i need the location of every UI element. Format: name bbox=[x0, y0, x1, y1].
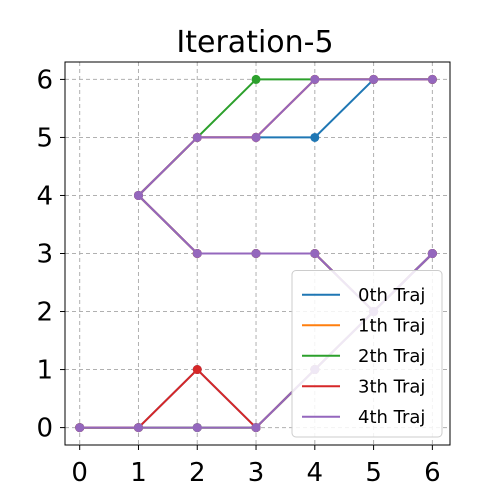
data-point bbox=[310, 74, 320, 84]
series-line bbox=[137, 78, 433, 197]
data-point bbox=[251, 249, 261, 258]
data-point bbox=[427, 249, 437, 258]
y-tick-label: 4 bbox=[36, 181, 53, 211]
x-tick-label: 5 bbox=[365, 458, 382, 488]
legend-label: 3th Traj bbox=[358, 376, 425, 397]
x-tick-label: 6 bbox=[424, 458, 441, 488]
y-tick-label: 6 bbox=[36, 65, 53, 95]
data-point bbox=[192, 365, 202, 375]
legend-label: 0th Traj bbox=[358, 285, 425, 306]
data-point bbox=[310, 249, 320, 258]
x-tick-label: 1 bbox=[130, 458, 147, 488]
data-point bbox=[251, 132, 261, 142]
axis-ticks: 0 1 2 3 4 5 6 0 1 2 3 4 5 6 bbox=[36, 65, 440, 488]
data-point bbox=[192, 249, 202, 258]
x-tick-label: 4 bbox=[307, 458, 324, 488]
data-point bbox=[251, 423, 261, 433]
y-tick-label: 0 bbox=[36, 414, 53, 444]
data-point bbox=[192, 423, 202, 433]
y-tick-label: 5 bbox=[36, 123, 53, 153]
y-tick-label: 3 bbox=[36, 240, 53, 270]
x-tick-label: 0 bbox=[71, 458, 88, 488]
data-point bbox=[192, 132, 202, 142]
data-point bbox=[251, 74, 261, 84]
data-point bbox=[133, 423, 143, 433]
data-point bbox=[427, 74, 437, 84]
data-point bbox=[75, 423, 85, 433]
legend-label: 2th Traj bbox=[358, 346, 425, 367]
legend-box bbox=[291, 270, 443, 438]
x-tick-label: 2 bbox=[189, 458, 206, 488]
chart-title: Iteration-5 bbox=[176, 25, 333, 60]
data-point bbox=[133, 190, 143, 200]
data-point bbox=[310, 132, 320, 142]
y-tick-label: 2 bbox=[36, 298, 53, 328]
legend-label: 1th Traj bbox=[358, 315, 425, 336]
x-tick-label: 3 bbox=[248, 458, 265, 488]
legend-label: 4th Traj bbox=[358, 407, 425, 428]
data-point bbox=[369, 74, 379, 84]
legend: 0th Traj 1th Traj 2th Traj 3th Traj 4th Traj bbox=[291, 270, 443, 438]
y-tick-label: 1 bbox=[36, 356, 53, 386]
